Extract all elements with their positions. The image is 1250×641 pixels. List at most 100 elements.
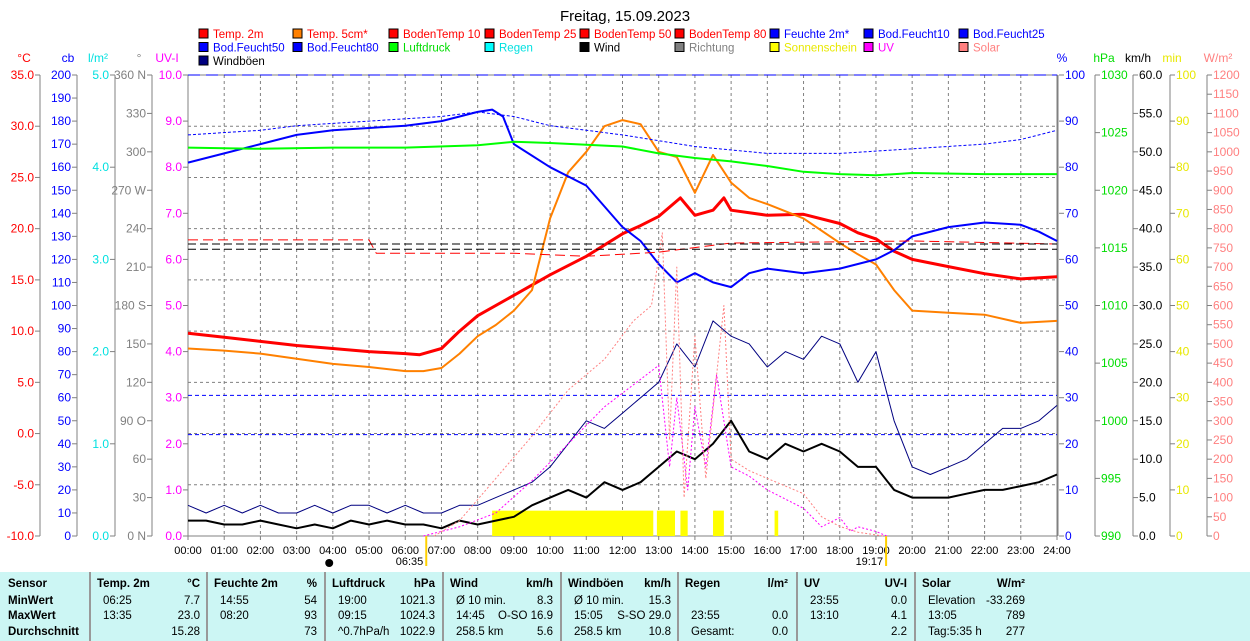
column-unit: W/m²: [996, 578, 1025, 590]
legend-label: BodenTemp 25: [499, 29, 576, 41]
axis-tick-label: 110: [52, 275, 71, 289]
x-tick-label: 05:00: [355, 545, 383, 557]
axis-tick-label: 1150: [1213, 87, 1239, 101]
cell-value: O-SO 16.9: [498, 610, 553, 622]
axis-tick-label: 60: [133, 452, 147, 466]
x-tick-label: 23:00: [1007, 545, 1035, 557]
axis-tick-label: 9.0: [165, 114, 182, 128]
axis-tick-label: 990: [1101, 529, 1121, 543]
axis-tick-label: 7.0: [165, 206, 182, 220]
legend-label: Temp. 2m: [213, 29, 264, 41]
series-luftdruck: [187, 140, 1057, 177]
axis-tick-label: 30: [58, 460, 72, 474]
axis-tick-label: 0: [1176, 529, 1183, 543]
axis-tick-label: 50: [1065, 299, 1079, 313]
axis-tick-label: 1050: [1213, 126, 1240, 140]
column-unit: UV-I: [884, 578, 907, 590]
axis-tick-label: 20: [1065, 437, 1079, 451]
axis-tick-label: 350: [1213, 395, 1233, 409]
x-tick-label: 20:00: [898, 545, 926, 557]
axis-tick-label: 1030: [1101, 68, 1128, 82]
series-solar: [433, 232, 884, 537]
cell-time: 19:00: [338, 595, 367, 607]
legend-label: Bod.Feucht10: [878, 29, 950, 41]
axis-tick-label: 10.0: [159, 68, 183, 82]
legend-swatch: [292, 28, 303, 39]
axis-tick-label: 600: [1213, 299, 1233, 313]
sunshine-bar: [713, 510, 724, 536]
axis-tick-label: 1015: [1101, 241, 1128, 255]
axis-tick-label: 10: [1176, 483, 1190, 497]
cell-value: 15.28: [171, 626, 200, 638]
legend-swatch: [674, 28, 685, 39]
legend-label: Sonnenschein: [784, 43, 857, 55]
cell-value: 5.6: [537, 626, 553, 638]
axis-tick-label: 60: [1176, 252, 1190, 266]
axis-tick-label: 30: [1176, 391, 1190, 405]
cell-time: 258.5 km: [456, 626, 504, 638]
axis-tick-label: 100: [1065, 68, 1085, 82]
axis-unit-label: UV-I: [155, 51, 178, 65]
cell-value: 10.8: [648, 626, 671, 638]
axis-tick-label: 70: [58, 368, 72, 382]
axis-tick-label: 450: [1213, 356, 1233, 370]
axis-tick-label: 40: [58, 437, 72, 451]
series: 06:35 19:17: [187, 74, 1058, 568]
axis-tick-label: 330: [126, 106, 146, 120]
cell-value: 1024.3: [399, 610, 435, 622]
axis-tick-label: 150: [126, 337, 146, 351]
axis-tick-label: 20: [1176, 437, 1190, 451]
table-column: Windböen km/h Ø 10 min. 15.3 15:05 S-SO 29.0 2…: [560, 572, 679, 641]
cell-value: S-SO 29.0: [617, 610, 671, 622]
legend-label: BodenTemp 80: [689, 29, 766, 41]
axis-tick-label: 360 N: [114, 68, 146, 82]
axis-tick-label: 25.0: [11, 170, 35, 184]
column-unit: km/h: [644, 578, 671, 590]
axis-tick-label: 90: [58, 322, 72, 336]
axis-tick-label: 1020: [1101, 183, 1128, 197]
cell-time: 13:10: [810, 610, 839, 622]
axis-tick-label: 120: [126, 375, 146, 389]
sunset-label: 19:17: [856, 556, 884, 568]
axis-tick-label: 1010: [1101, 299, 1128, 313]
legend-label: Luftdruck: [403, 43, 451, 55]
axis-tick-label: 60: [58, 391, 72, 405]
x-tick-label: 12:00: [609, 545, 637, 557]
cell-time: 09:15: [338, 610, 367, 622]
cell-time: 15:05: [574, 610, 603, 622]
axis-tick-label: 90: [1176, 114, 1190, 128]
axis-tick-label: 0.0: [165, 529, 182, 543]
axis-tick-label: 20.0: [1139, 375, 1163, 389]
axis-tick-label: 2.0: [92, 345, 109, 359]
legend-label: Richtung: [689, 43, 734, 55]
cell-time: 14:45: [456, 610, 485, 622]
cell-time: Gesamt:: [691, 626, 735, 638]
cell-value: 15.3: [648, 595, 671, 607]
axis-tick-label: 45.0: [1139, 183, 1163, 197]
series-uv: [423, 364, 887, 537]
axis-tick-label: 200: [51, 68, 71, 82]
legend-swatch: [198, 28, 209, 39]
axis-tick-label: 35.0: [1139, 260, 1163, 274]
x-tick-label: 07:00: [428, 545, 456, 557]
legend-swatch: [958, 42, 969, 52]
axis-tick-label: 80: [1176, 160, 1190, 174]
axis-tick-label: 210: [126, 260, 146, 274]
axis-tick-label: 60: [1065, 252, 1079, 266]
legend-label: Regen: [499, 43, 533, 55]
axis-tick-label: 1.0: [92, 437, 109, 451]
axis-tick-label: 50: [1213, 510, 1227, 524]
axis-tick-label: 30: [133, 491, 147, 505]
series-temp-2m: [187, 196, 1058, 357]
axis-tick-label: 5.0: [17, 375, 34, 389]
legend-label: Bod.Feucht50: [213, 43, 285, 55]
axis-tick-label: 3.0: [165, 391, 182, 405]
legend-swatch: [198, 42, 209, 52]
sunshine-bar: [774, 510, 779, 536]
table-column: Solar W/m² Elevation -33.269 13:05 789 Tag:5:3…: [914, 572, 1033, 641]
cell-value: 54: [304, 595, 317, 607]
legend-label: Wind: [594, 43, 620, 55]
table-column: Temp. 2m °C 06:25 7.7 13:35 23.0 15.28: [89, 572, 208, 641]
axis-tick-label: 180: [51, 114, 71, 128]
axis-tick-label: 30: [1065, 391, 1079, 405]
